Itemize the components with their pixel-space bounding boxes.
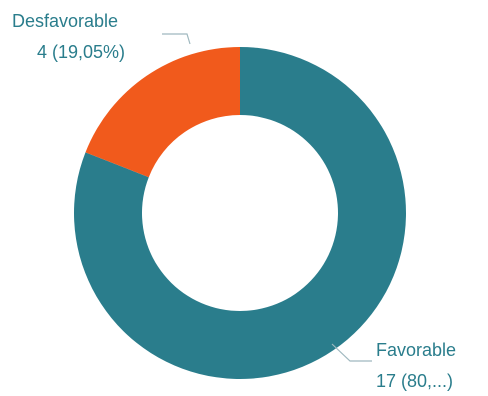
slice-label-favorable-name: Favorable bbox=[376, 340, 456, 360]
slice-label-desfavorable-name: Desfavorable bbox=[12, 11, 118, 31]
leader-line-desfavorable bbox=[162, 33, 191, 45]
donut-slice-desfavorable bbox=[85, 47, 240, 178]
donut-slices bbox=[73, 47, 407, 379]
leader-line-favorable bbox=[331, 343, 372, 362]
slice-label-desfavorable-value: 4 (19,05%) bbox=[37, 42, 125, 62]
donut-slice-favorable bbox=[73, 47, 407, 379]
slice-label-favorable-value: 17 (80,...) bbox=[376, 371, 453, 391]
